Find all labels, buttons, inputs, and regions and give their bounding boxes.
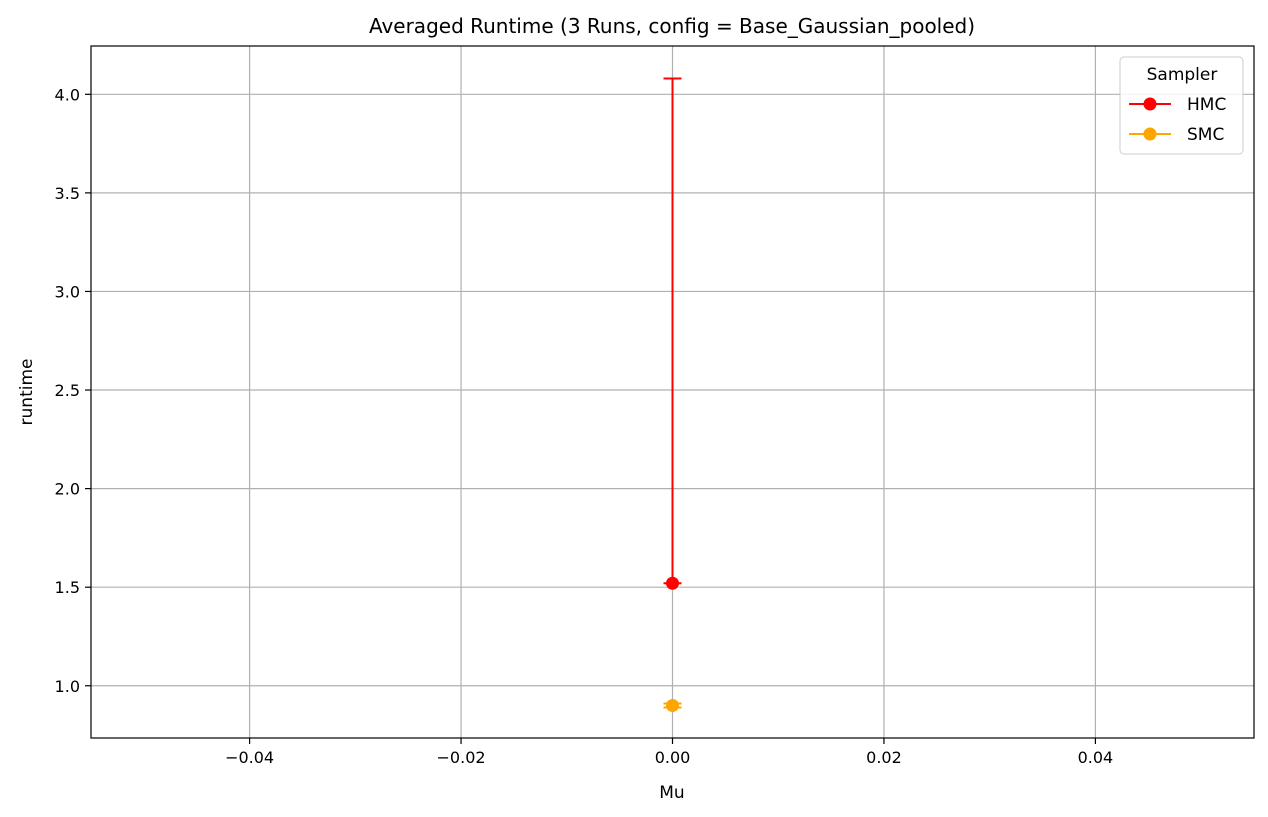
x-axis-label: Mu: [659, 783, 684, 803]
smc-data-point: [666, 698, 679, 712]
legend-label-hmc: HMC: [1187, 95, 1226, 115]
x-tick-label: 0.04: [1078, 748, 1114, 767]
legend-entries: HMC SMC: [1129, 95, 1226, 145]
y-tick-label: 1.5: [55, 578, 80, 597]
y-tick-label: 2.0: [55, 480, 80, 499]
y-tick-label: 1.0: [55, 677, 80, 696]
y-tick-label: 3.5: [55, 184, 80, 203]
legend-label-smc: SMC: [1187, 125, 1224, 145]
series-layer: [663, 77, 682, 712]
y-tick-label: 3.0: [55, 282, 80, 301]
y-tick-label: 2.5: [55, 381, 80, 400]
ticks: −0.04 −0.02 0.00 0.02 0.04 1.0 1.5 2.0 2.5 3.0 3.5…: [55, 85, 1114, 767]
y-tick-label: 4.0: [55, 85, 80, 104]
x-tick-label: 0.00: [655, 748, 691, 767]
legend: Sampler HMC SMC: [1119, 56, 1244, 155]
chart-title: Averaged Runtime (3 Runs, config = Base_…: [369, 14, 975, 38]
x-tick-label: −0.02: [437, 748, 486, 767]
legend-marker-smc: [1143, 127, 1157, 141]
legend-marker-hmc: [1143, 97, 1157, 111]
legend-title: Sampler: [1147, 65, 1218, 85]
hmc-data-point: [666, 576, 679, 590]
y-axis-label: runtime: [17, 359, 37, 426]
x-tick-label: −0.04: [225, 748, 274, 767]
x-tick-label: 0.02: [866, 748, 902, 767]
